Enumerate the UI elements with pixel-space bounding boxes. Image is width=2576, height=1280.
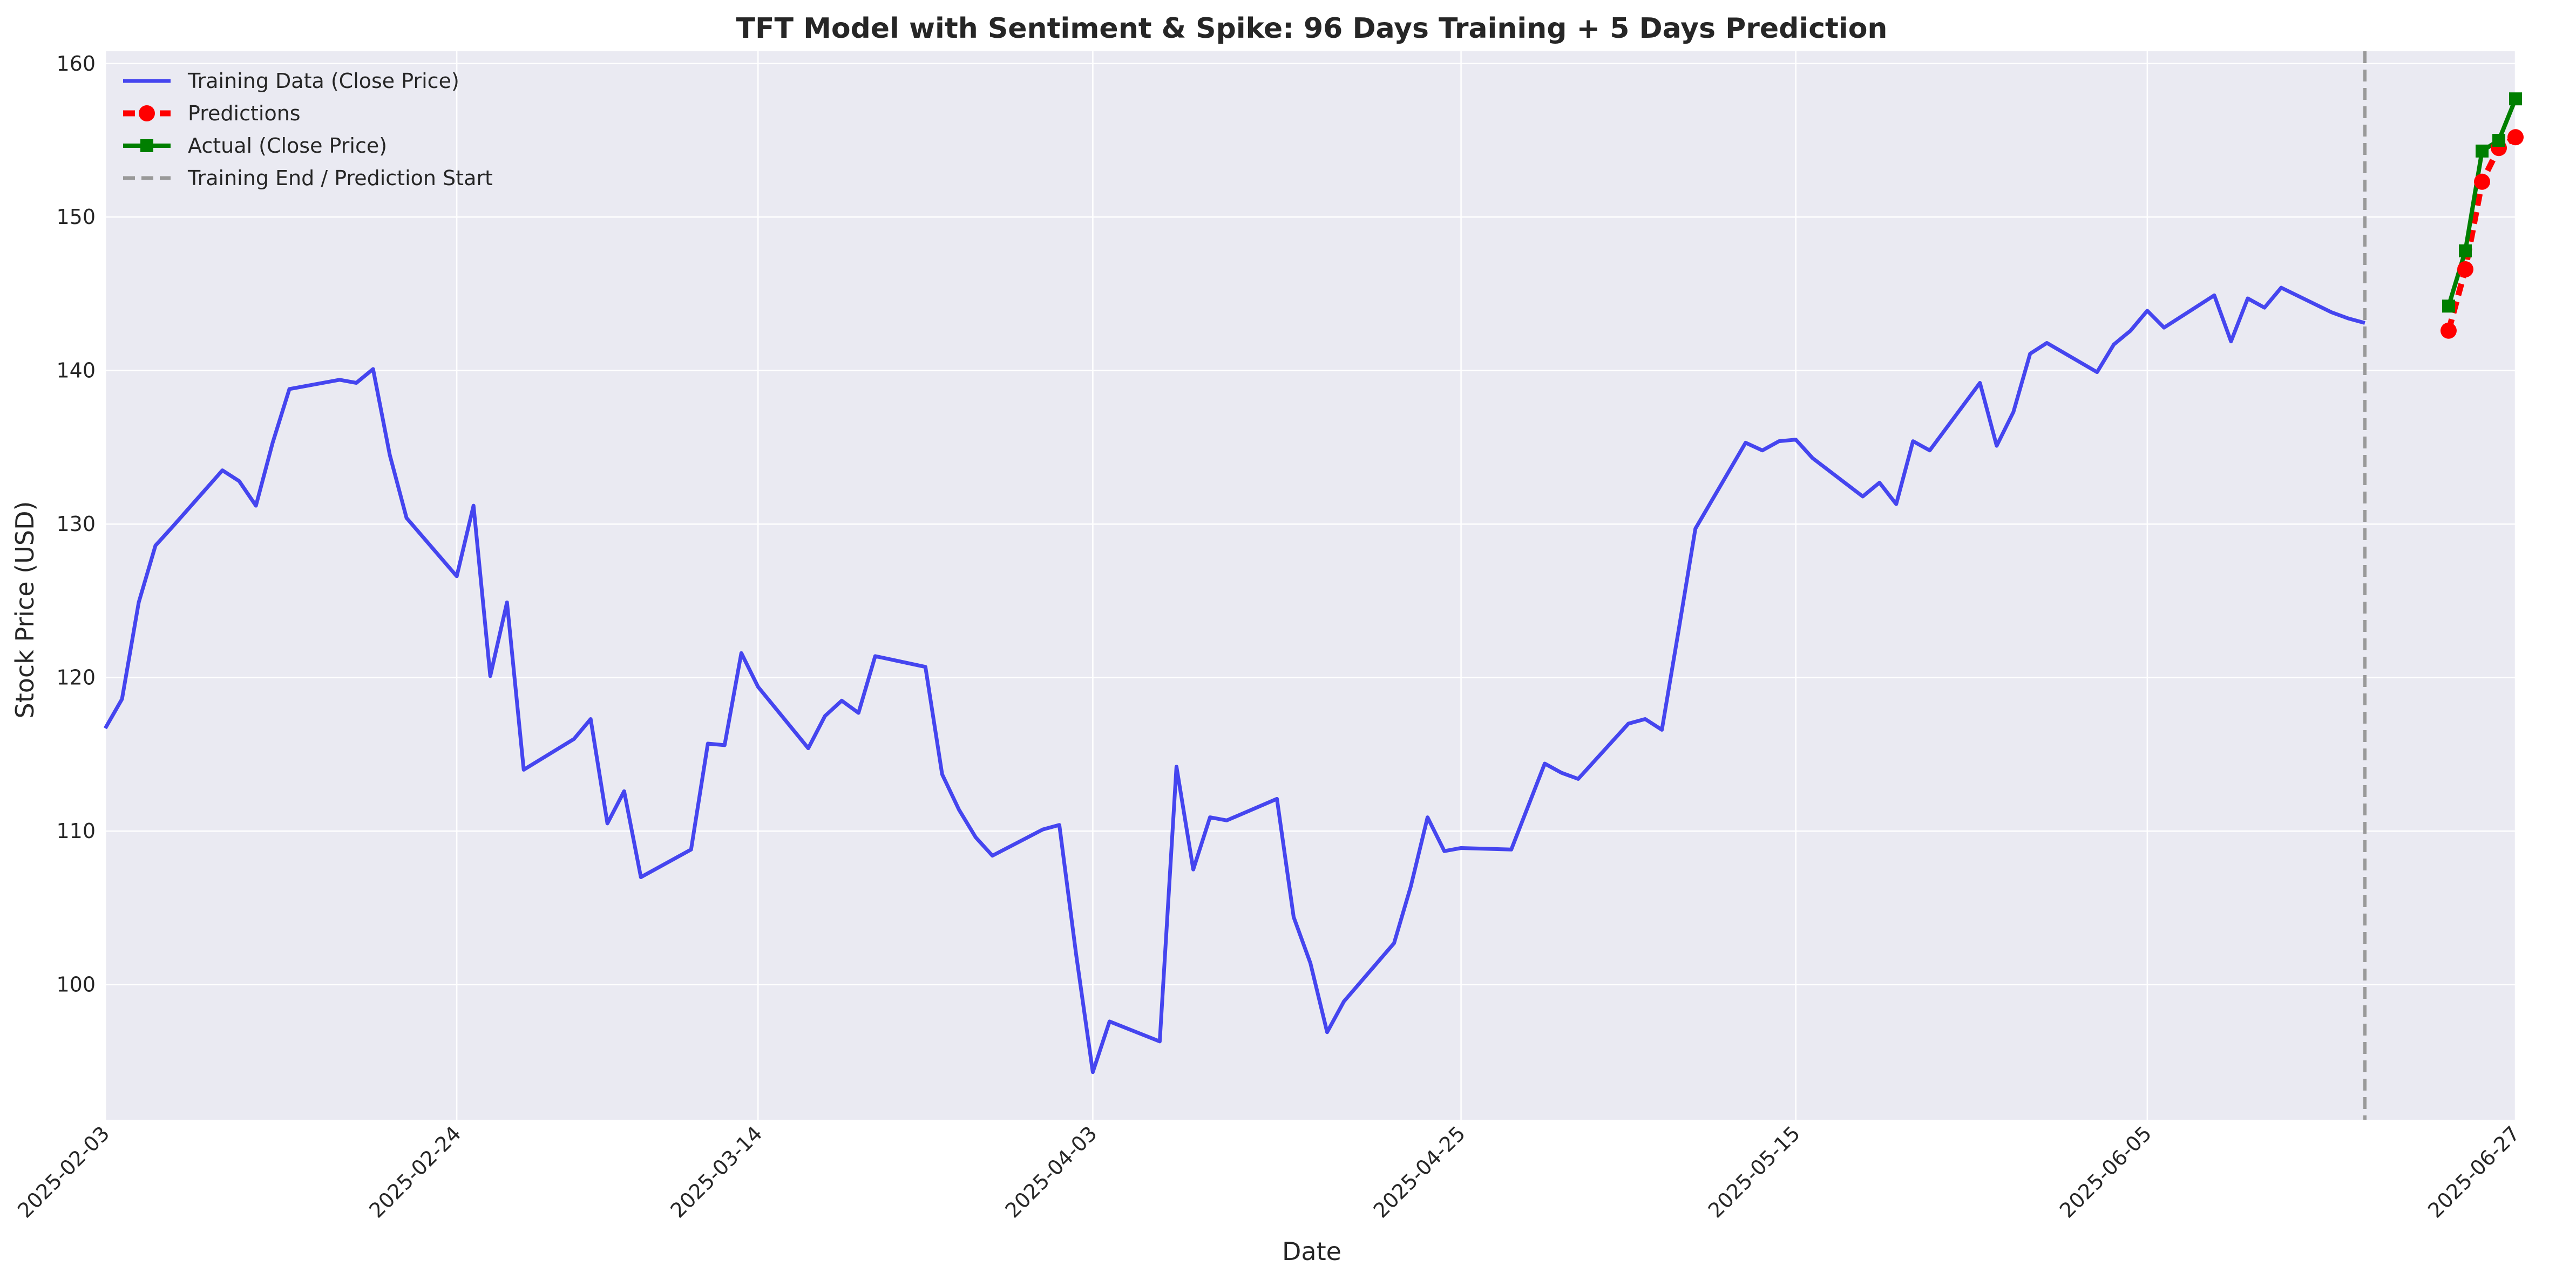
x-axis-label: Date — [1282, 1237, 1341, 1266]
legend-item-training-end: Training End / Prediction Start — [123, 166, 493, 190]
actual-point — [2492, 134, 2505, 147]
y-tick-label: 140 — [56, 359, 96, 383]
prediction-point — [2457, 261, 2473, 277]
plot-area — [105, 51, 2516, 1120]
legend-label-predictions: Predictions — [188, 101, 301, 125]
prediction-point — [2473, 173, 2490, 190]
prediction-point — [2507, 129, 2524, 146]
y-tick-label: 120 — [56, 666, 96, 690]
y-tick-label: 150 — [56, 205, 96, 229]
gridlines — [104, 51, 2517, 1120]
legend-label-training-end: Training End / Prediction Start — [187, 166, 493, 190]
actual-point — [2475, 144, 2489, 158]
y-tick-label: 160 — [56, 52, 96, 76]
actual-point — [2458, 244, 2472, 257]
legend: Training Data (Close Price) Predictions … — [123, 69, 493, 190]
legend-label-actual: Actual (Close Price) — [188, 134, 387, 158]
legend-item-training: Training Data (Close Price) — [123, 69, 459, 93]
y-tick-label: 130 — [56, 512, 96, 536]
series-layer — [103, 51, 2524, 1120]
y-axis-label: Stock Price (USD) — [10, 501, 39, 719]
legend-label-training: Training Data (Close Price) — [187, 69, 459, 93]
prediction-point — [2440, 322, 2457, 339]
legend-item-actual: Actual (Close Price) — [123, 134, 387, 158]
actual-point — [2509, 92, 2522, 106]
y-tick-label: 110 — [56, 819, 96, 843]
chart-title: TFT Model with Sentiment & Spike: 96 Day… — [736, 12, 1888, 45]
training-line — [103, 285, 2365, 1074]
y-tick-label: 100 — [56, 973, 96, 997]
actual-point — [2442, 299, 2455, 313]
legend-item-predictions: Predictions — [123, 101, 301, 125]
